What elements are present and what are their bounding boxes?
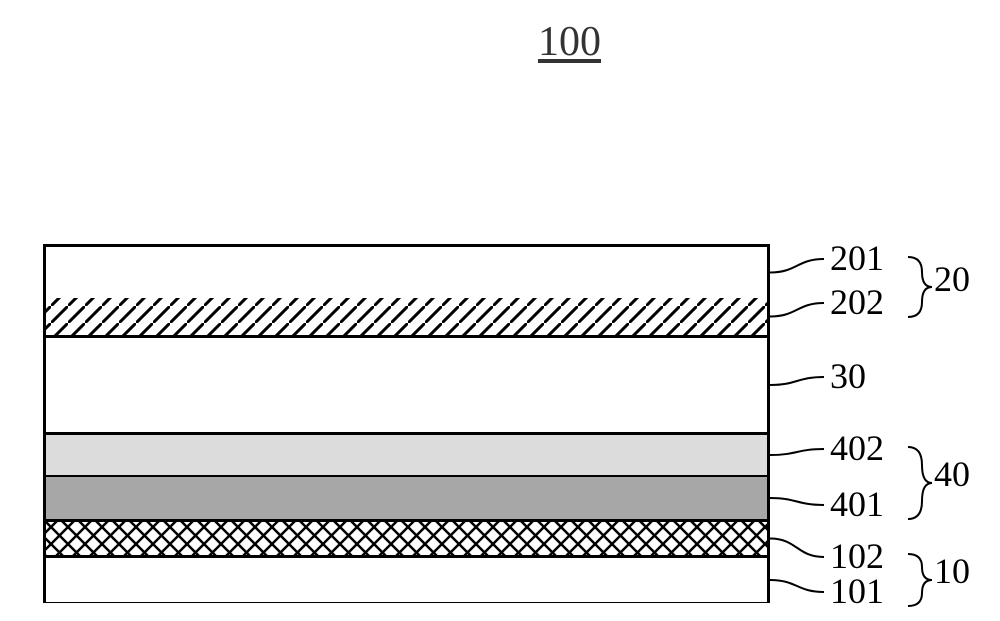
group-label-40: 40 [934,453,970,495]
label-101: 101 [830,570,884,612]
group-label-20: 20 [934,258,970,300]
label-30: 30 [830,355,866,397]
label-201: 201 [830,237,884,279]
label-402: 402 [830,427,884,469]
group-label-10: 10 [934,550,970,592]
label-401: 401 [830,483,884,525]
label-202: 202 [830,281,884,323]
